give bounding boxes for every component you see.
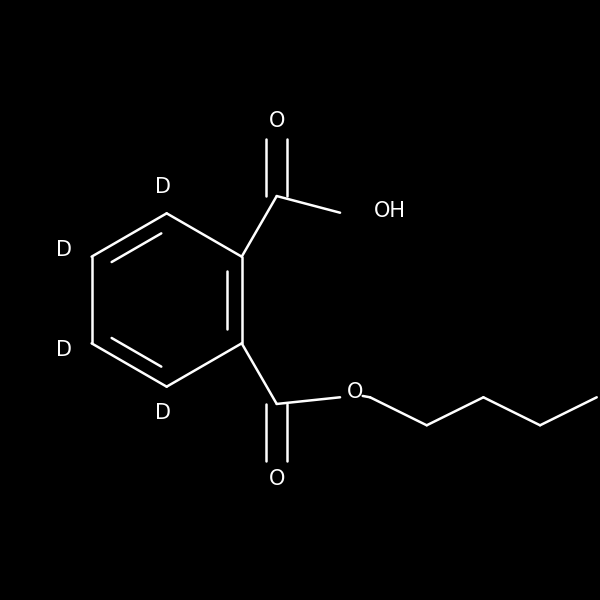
Text: O: O [269, 111, 285, 131]
Text: O: O [347, 382, 363, 402]
Text: D: D [56, 240, 71, 260]
Text: O: O [269, 469, 285, 489]
Text: D: D [56, 340, 71, 360]
Text: OH: OH [373, 201, 406, 221]
Text: D: D [155, 403, 172, 424]
Text: D: D [155, 176, 172, 197]
